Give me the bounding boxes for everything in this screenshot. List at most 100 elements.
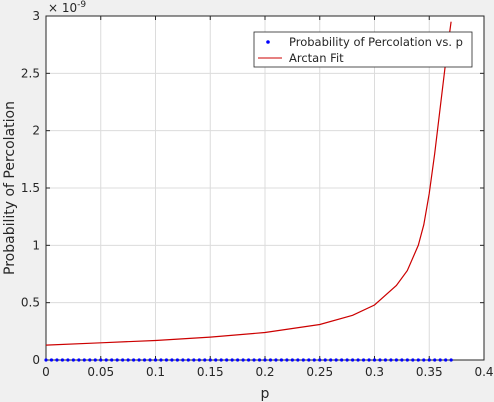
data-point — [285, 358, 289, 362]
data-point — [246, 358, 251, 362]
data-point — [405, 358, 409, 362]
y-tick-label: 0 — [32, 353, 40, 367]
data-point — [93, 358, 97, 362]
data-point — [77, 358, 81, 362]
x-tick-label: 0.25 — [306, 365, 333, 379]
data-point — [411, 358, 415, 362]
data-point — [181, 358, 185, 362]
data-point — [318, 358, 322, 362]
data-point — [252, 358, 256, 362]
data-point — [66, 358, 70, 362]
legend: Probability of Percolation vs. p Arctan … — [253, 31, 473, 68]
data-point — [416, 358, 420, 362]
data-point — [132, 358, 136, 362]
data-point — [438, 358, 442, 362]
data-point — [225, 358, 229, 362]
data-point — [71, 358, 75, 362]
data-point — [170, 358, 174, 362]
y-tick-label: 2 — [32, 124, 40, 138]
data-point — [356, 358, 360, 362]
data-point — [214, 358, 218, 362]
data-point — [192, 358, 196, 362]
data-point — [400, 358, 404, 362]
data-point — [153, 358, 158, 362]
legend-box — [253, 31, 473, 68]
y-exponent-power: -9 — [77, 0, 86, 10]
data-point — [268, 358, 273, 362]
legend-label-arctan: Arctan Fit — [289, 51, 344, 65]
data-point — [137, 358, 141, 362]
x-tick-label: 0.3 — [365, 365, 384, 379]
data-point — [389, 358, 393, 362]
data-point — [186, 358, 190, 362]
data-point — [329, 358, 333, 362]
data-point — [60, 358, 65, 362]
x-tick-label: 0.05 — [87, 365, 114, 379]
y-exponent-label: × 10-9 — [48, 0, 86, 15]
y-axis-ticks: 0 0.5 1 1.5 2 2.5 3 — [21, 9, 484, 367]
data-point — [394, 358, 398, 362]
data-point — [203, 358, 207, 362]
data-point — [312, 358, 316, 362]
data-point — [323, 358, 327, 362]
data-point — [49, 358, 54, 362]
data-point — [197, 358, 201, 362]
data-point — [241, 358, 245, 362]
x-axis-label: p — [261, 386, 270, 402]
data-point — [148, 358, 152, 362]
data-point — [378, 358, 382, 362]
data-point — [219, 358, 223, 362]
grid-lines — [46, 16, 484, 360]
data-point — [449, 358, 453, 362]
data-point — [115, 358, 119, 362]
data-point — [104, 358, 108, 362]
data-point — [175, 358, 179, 362]
data-point — [351, 358, 355, 362]
data-point — [164, 358, 169, 362]
data-point — [422, 358, 426, 362]
data-point — [44, 358, 48, 362]
data-point — [208, 358, 212, 362]
data-point — [334, 358, 338, 362]
y-axis-label: Probability of Percolation — [2, 101, 18, 275]
y-tick-label: 3 — [32, 9, 40, 23]
data-point — [340, 358, 344, 362]
data-point — [290, 358, 294, 362]
data-point — [142, 358, 147, 362]
data-point — [279, 358, 284, 362]
data-point — [383, 358, 388, 362]
data-point — [427, 358, 431, 362]
data-point — [372, 358, 377, 362]
data-point — [345, 358, 349, 362]
y-tick-label: 0.5 — [21, 296, 40, 310]
data-point — [263, 358, 267, 362]
arctan-fit-line — [45, 21, 452, 346]
x-tick-label: 0.35 — [416, 365, 443, 379]
data-point — [367, 358, 371, 362]
y-tick-label: 1.5 — [21, 181, 40, 195]
data-point — [236, 358, 240, 362]
data-point — [433, 358, 437, 362]
data-point — [99, 358, 103, 362]
x-tick-label: 0 — [42, 365, 50, 379]
x-tick-label: 0.15 — [197, 365, 224, 379]
x-tick-label: 0.1 — [146, 365, 165, 379]
legend-marker-percolation — [266, 40, 270, 44]
data-point — [301, 358, 305, 362]
data-point — [296, 358, 300, 362]
data-point — [55, 358, 59, 362]
data-point — [110, 358, 114, 362]
data-point — [274, 358, 278, 362]
x-axis-ticks: 0 0.05 0.1 0.15 0.2 0.25 0.3 0.35 0.4 — [42, 16, 494, 379]
x-tick-label: 0.2 — [255, 365, 274, 379]
data-point — [126, 358, 130, 362]
x-tick-label: 0.4 — [474, 365, 493, 379]
data-point — [159, 358, 163, 362]
data-point — [82, 358, 86, 362]
data-point — [444, 358, 448, 362]
data-point — [307, 358, 311, 362]
y-tick-label: 2.5 — [21, 66, 40, 80]
legend-label-percolation: Probability of Percolation vs. p — [289, 35, 463, 49]
data-point — [88, 358, 92, 362]
data-point — [230, 358, 234, 362]
